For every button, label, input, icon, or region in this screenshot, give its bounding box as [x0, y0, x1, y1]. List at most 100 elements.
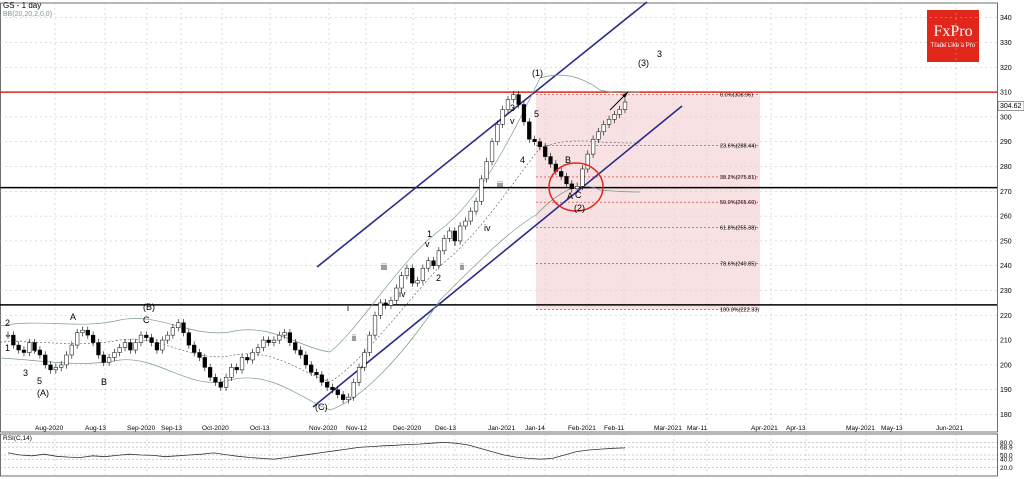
- candle-body: [223, 377, 229, 388]
- wave-label: 3: [510, 103, 515, 113]
- y-tick-label: 280: [1000, 164, 1012, 171]
- candle-body: [442, 238, 447, 252]
- candle-body: [133, 342, 138, 351]
- candle-body: [303, 354, 308, 366]
- candle-body: [622, 101, 628, 110]
- candle-body: [596, 131, 601, 140]
- candle-body: [601, 124, 606, 133]
- x-tick-label: Feb-2021: [568, 425, 596, 432]
- wave-label: 4: [520, 155, 525, 165]
- wave-label: (1): [532, 68, 543, 78]
- candle-body: [64, 354, 69, 366]
- candle-body: [298, 349, 303, 356]
- fibonacci-label: 0.0%(308.96): [720, 93, 753, 99]
- indicator-label: BB(20,20,2,0,0): [3, 11, 53, 18]
- support-circle: [548, 162, 604, 212]
- wave-label: (A): [37, 388, 49, 398]
- x-tick-label: Sep-13: [161, 425, 182, 432]
- rsi-label: RSI(C,14): [3, 435, 32, 442]
- candle-body: [154, 342, 160, 351]
- wave-label: v: [510, 116, 515, 126]
- y-tick-label: 230: [1000, 288, 1012, 295]
- candle-body: [612, 114, 617, 120]
- y-tick-label: 180: [1000, 412, 1012, 419]
- candle-body: [330, 386, 335, 390]
- wave-label: iii: [497, 180, 503, 190]
- fibonacci-label: 78.6%(240.85): [720, 262, 756, 268]
- candle-body: [383, 302, 388, 306]
- candle-body: [495, 124, 500, 142]
- wave-label: iv: [484, 223, 491, 233]
- x-tick-label: Mar-11: [687, 425, 707, 432]
- y-tick-label: 210: [1000, 338, 1012, 345]
- candle-body: [90, 334, 96, 343]
- y-tick-label: 310: [1000, 90, 1012, 97]
- fibonacci-label: 23.6%(288.44): [720, 144, 756, 150]
- candle-body: [559, 171, 564, 177]
- candle-body: [250, 352, 255, 361]
- candle-body: [287, 332, 293, 343]
- wave-label: ii: [352, 333, 356, 343]
- y-tick-label: 260: [1000, 214, 1012, 221]
- x-tick-label: May-13: [881, 425, 903, 432]
- candle-body: [48, 364, 53, 371]
- candle-body: [388, 300, 394, 306]
- candle-body: [319, 374, 324, 383]
- candle-body: [75, 332, 80, 346]
- candle-body: [590, 138, 596, 155]
- candle-body: [617, 109, 622, 115]
- candle-body: [543, 146, 548, 157]
- candle-body: [106, 357, 112, 363]
- candle-body: [404, 267, 410, 276]
- candle-body: [149, 337, 154, 343]
- candle-body: [325, 382, 330, 388]
- candle-body: [202, 357, 207, 368]
- candle-body: [245, 357, 250, 361]
- candle-body: [479, 178, 484, 202]
- y-tick-label: 250: [1000, 238, 1012, 245]
- wave-label: v: [425, 239, 430, 249]
- candle-body: [208, 367, 213, 378]
- candle-body: [144, 334, 149, 338]
- wave-label: (B): [143, 302, 155, 312]
- y-tick-label: 240: [1000, 263, 1012, 270]
- candle-body: [160, 339, 165, 351]
- wave-label: 1: [5, 343, 10, 353]
- last-price-label: 304.62: [1000, 103, 1022, 110]
- candle-body: [309, 364, 314, 373]
- x-tick-label: Nov-2020: [309, 425, 338, 432]
- wave-label: C: [143, 315, 150, 325]
- rsi-tick-label: 50.0: [1000, 453, 1013, 460]
- candle-body: [340, 394, 346, 400]
- x-tick-label: Jun-2021: [936, 425, 963, 432]
- candle-body: [85, 329, 90, 336]
- candle-body: [128, 342, 133, 351]
- wave-label: 2: [5, 318, 10, 328]
- timeframe-label: - 1 day: [16, 1, 42, 10]
- x-tick-label: Mar-2021: [654, 425, 682, 432]
- candle-body: [362, 352, 367, 368]
- y-tick-label: 220: [1000, 313, 1012, 320]
- candle-body: [426, 260, 431, 269]
- x-tick-label: Oct-13: [250, 425, 270, 432]
- candle-body: [21, 349, 27, 353]
- wave-label: 5: [534, 109, 539, 119]
- candle-body: [282, 332, 287, 336]
- logo-brand: FxPro: [933, 23, 973, 40]
- candle-body: [356, 367, 362, 383]
- x-tick-label: Oct-2020: [202, 425, 229, 432]
- candle-body: [473, 200, 479, 212]
- rsi-line: [7, 441, 626, 460]
- candle-body: [468, 210, 473, 222]
- candle-body: [122, 342, 128, 348]
- candle-body: [5, 334, 11, 337]
- candle-body: [548, 156, 553, 165]
- candle-body: [351, 382, 356, 398]
- last-price-box: [997, 101, 1024, 111]
- candle-body: [511, 94, 516, 100]
- x-tick-label: Apr-2021: [751, 425, 778, 432]
- y-tick-label: 300: [1000, 114, 1012, 121]
- logo-tagline: Trade Like a Pro: [930, 43, 976, 49]
- candle-body: [585, 153, 590, 170]
